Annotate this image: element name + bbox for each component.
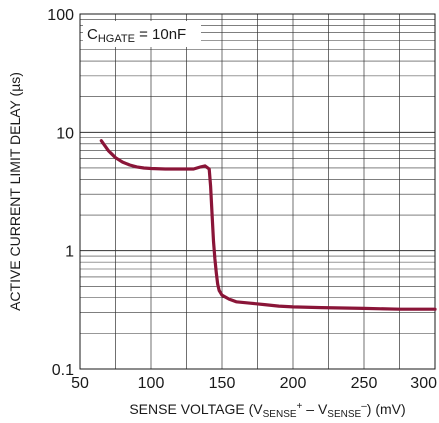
y-tick-label: 1 [65,244,74,261]
x-axis-label-suffix: ) (mV) [367,401,406,417]
y-tick-labels: 0.1 1 10 100 [47,7,74,379]
annotation-subscript: HGATE [98,33,135,45]
plot-frame [79,13,436,370]
x-axis-label-sup1: + [297,401,303,412]
x-axis-label-sub2: SENSE [327,409,361,420]
series-line-0 [99,139,437,311]
x-axis-label-prefix: SENSE VOLTAGE (V [129,401,263,417]
x-axis-label-mid: – V [302,401,328,417]
x-tick-label: 100 [138,375,165,392]
annotation-label: CHGATE = 10nF [87,26,186,45]
y-tick-label: 0.1 [52,362,74,379]
x-tick-label: 250 [351,375,378,392]
grid-lines [80,14,435,369]
y-tick-label: 10 [56,125,74,142]
x-axis-label: SENSE VOLTAGE (VSENSE+ – VSENSE–) (mV) [129,401,405,420]
x-tick-labels: 50 100 150 200 250 300 [71,375,437,392]
annotation-rest: = 10nF [135,26,186,43]
x-tick-label: 300 [410,375,437,392]
annotation-background [83,21,201,47]
x-tick-label: 50 [71,375,89,392]
y-axis-label: ACTIVE CURRENT LIMIT DELAY (µs) [7,72,23,311]
annotation: CHGATE = 10nF [83,21,201,47]
annotation-main: C [87,26,98,43]
x-axis-label-sub1: SENSE [263,409,297,420]
x-tick-label: 150 [209,375,236,392]
series-layer [99,139,437,311]
x-axis-label-sup2: – [361,401,367,412]
x-tick-label: 200 [280,375,307,392]
y-tick-label: 100 [47,7,74,24]
